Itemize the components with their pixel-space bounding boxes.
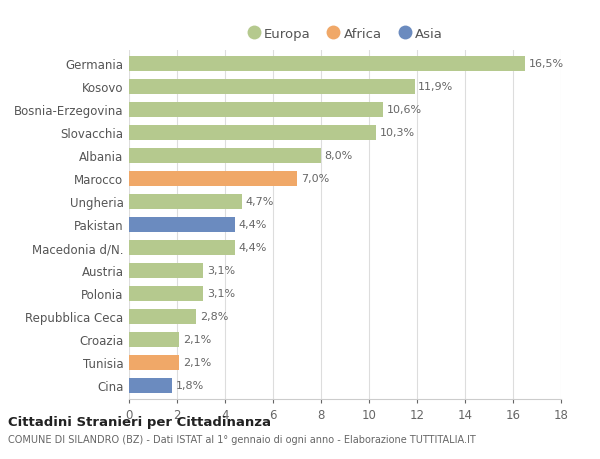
Text: 7,0%: 7,0% [301, 174, 329, 184]
Text: 4,4%: 4,4% [238, 220, 266, 230]
Text: COMUNE DI SILANDRO (BZ) - Dati ISTAT al 1° gennaio di ogni anno - Elaborazione T: COMUNE DI SILANDRO (BZ) - Dati ISTAT al … [8, 434, 476, 444]
Bar [129, 195, 242, 209]
Bar [129, 263, 203, 278]
Bar [129, 286, 203, 301]
Text: Cittadini Stranieri per Cittadinanza: Cittadini Stranieri per Cittadinanza [8, 415, 271, 428]
Text: 2,8%: 2,8% [200, 312, 228, 322]
Bar [129, 355, 179, 370]
Text: 4,7%: 4,7% [245, 197, 274, 207]
Bar [129, 172, 297, 186]
Bar [129, 218, 235, 232]
Text: 1,8%: 1,8% [176, 381, 204, 391]
Text: 2,1%: 2,1% [183, 358, 211, 368]
Text: 3,1%: 3,1% [207, 266, 235, 276]
Bar [129, 241, 235, 255]
Text: 10,3%: 10,3% [380, 128, 415, 138]
Legend: Europa, Africa, Asia: Europa, Africa, Asia [242, 22, 448, 46]
Text: 16,5%: 16,5% [529, 59, 564, 69]
Bar [129, 332, 179, 347]
Text: 3,1%: 3,1% [207, 289, 235, 299]
Bar [129, 149, 321, 163]
Text: 10,6%: 10,6% [387, 105, 422, 115]
Text: 8,0%: 8,0% [325, 151, 353, 161]
Text: 2,1%: 2,1% [183, 335, 211, 345]
Bar [129, 57, 525, 72]
Text: 11,9%: 11,9% [418, 82, 454, 92]
Text: 4,4%: 4,4% [238, 243, 266, 253]
Bar [129, 103, 383, 118]
Bar [129, 378, 172, 393]
Bar [129, 80, 415, 95]
Bar [129, 126, 376, 140]
Bar [129, 309, 196, 324]
